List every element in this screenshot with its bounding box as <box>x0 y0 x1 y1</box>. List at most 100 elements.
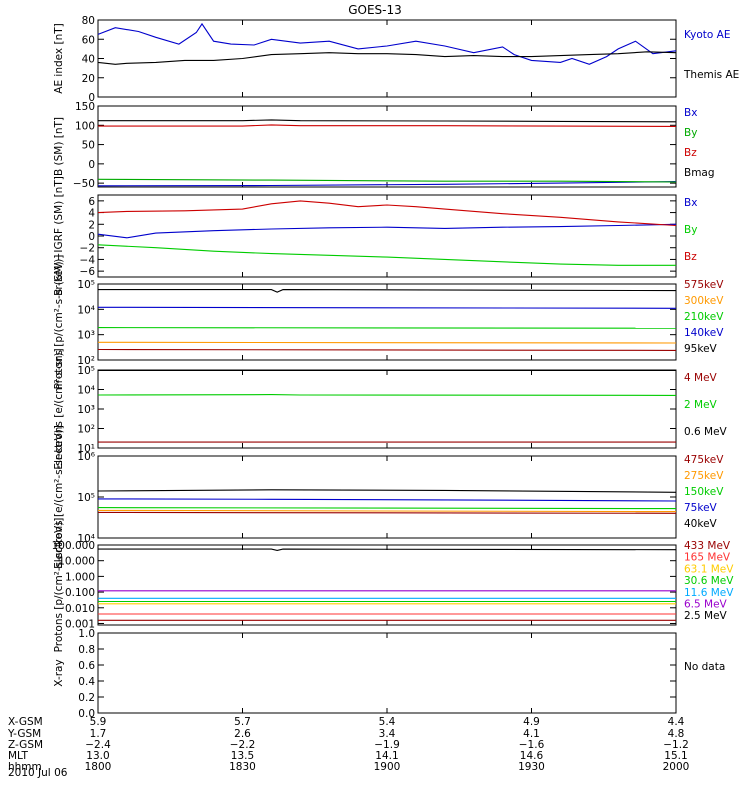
legend-entry: 30.6 MeV <box>684 575 734 587</box>
legend-entry: Themis AE <box>683 69 739 81</box>
x-row-label: Z-GSM <box>8 739 43 751</box>
y-tick-label: 150 <box>75 101 95 113</box>
legend-entry: Bx <box>684 107 697 119</box>
x-row-label: MLT <box>8 750 28 762</box>
legend-entry: 140keV <box>684 327 724 339</box>
y-tick-label: 80 <box>82 15 95 27</box>
legend-entry: 63.1 MeV <box>684 563 734 575</box>
legend-entry: Bz <box>684 147 697 159</box>
legend-entry: 433 MeV <box>684 540 731 552</box>
y-tick-label: 0.2 <box>78 692 95 704</box>
series-line-75kev <box>97 498 677 502</box>
legend-entry: 275keV <box>684 470 724 482</box>
x-row-value: 1830 <box>229 761 256 773</box>
panel-6: 10⁴ 10⁵ 10⁶ Electrons [e/(cm²-s-sr-keV)] 475… <box>53 425 724 569</box>
series-line-475kev <box>97 511 677 514</box>
date-label: 2010 Jul 06 <box>8 767 68 779</box>
series-line-by <box>97 244 676 266</box>
x-row-value: 13.0 <box>86 750 109 762</box>
y-tick-label: 40 <box>82 54 95 66</box>
y-tick-label: 100 <box>75 120 95 132</box>
y-axis-label: B (SM) [nT] <box>53 117 65 176</box>
panel-8: 0.0 0.2 0.4 0.6 0.8 1.0 X-ray No data <box>53 628 725 720</box>
legend-entry: By <box>684 127 697 139</box>
legend-entry: 300keV <box>684 295 724 307</box>
y-tick-label: 10⁴ <box>77 385 95 397</box>
panel-frame <box>97 283 677 361</box>
y-tick-label: 1.000 <box>65 571 95 583</box>
y-tick-label: 10⁵ <box>77 365 95 377</box>
x-row-value: 14.6 <box>520 750 544 762</box>
legend-entry: 165 MeV <box>684 552 731 564</box>
y-tick-label: −4 <box>80 254 96 266</box>
panel-5: 10¹ 10² 10³ 10⁴ 10⁵ Electrons [e/(cm²-s-sr)] 4… <box>53 348 728 469</box>
y-tick-label: 2 <box>88 219 95 231</box>
legend-entry: 575keV <box>684 279 724 291</box>
legend-entry: Bmag <box>684 167 715 179</box>
no-data-note: No data <box>684 661 725 673</box>
series-line-themis-ae <box>97 51 677 65</box>
series-line-kyoto-ae <box>97 22 677 65</box>
x-row-value: −2.2 <box>230 739 256 751</box>
legend-entry: 2.5 MeV <box>684 610 728 622</box>
series-line-40kev <box>97 489 677 493</box>
legend-entry: 2 MeV <box>684 399 718 411</box>
panel-frame <box>97 105 677 188</box>
y-axis-label: X-ray <box>53 659 65 686</box>
x-row-value: 5.9 <box>90 716 107 728</box>
legend-entry: By <box>684 224 697 236</box>
x-row-value: 14.1 <box>375 750 398 762</box>
y-tick-label: 10⁵ <box>77 279 95 291</box>
x-row-value: −1.6 <box>519 739 545 751</box>
y-tick-label: 4 <box>88 208 95 220</box>
legend-entry: 6.5 MeV <box>684 599 728 611</box>
x-row-value: −1.2 <box>663 739 689 751</box>
series-line-bx <box>97 181 677 187</box>
series-line-210kev <box>97 327 677 329</box>
y-tick-label: 0.6 <box>78 660 95 672</box>
x-row-value: 13.5 <box>231 750 254 762</box>
series-line-2-5-mev <box>98 548 677 551</box>
y-tick-label: 0.0 <box>78 708 95 720</box>
y-tick-label: 50 <box>82 140 95 152</box>
series-line-300kev <box>97 341 677 344</box>
series-line-95kev <box>98 289 677 293</box>
legend-entry: 475keV <box>684 454 724 466</box>
y-tick-label: 10⁴ <box>77 304 95 316</box>
x-row-value: 5.7 <box>234 716 251 728</box>
x-row-value: −2.4 <box>85 739 111 751</box>
series-line-150kev <box>97 507 677 510</box>
y-tick-label: −50 <box>73 178 95 190</box>
panel-frame <box>97 369 677 449</box>
series-line-140kev <box>97 306 677 309</box>
legend-entry: 0.6 MeV <box>684 426 728 438</box>
y-tick-label: 10² <box>77 355 95 367</box>
series-line-bz <box>98 124 677 127</box>
y-tick-label: −6 <box>80 266 96 278</box>
y-axis-label: AE index [nT] <box>53 23 65 93</box>
panel-frame <box>97 544 677 626</box>
legend-entry: Bz <box>684 251 697 263</box>
x-row-value: 1800 <box>85 761 112 773</box>
y-tick-label: 1.0 <box>78 628 95 640</box>
y-tick-label: 20 <box>82 73 95 85</box>
series-line-2-mev <box>97 394 677 396</box>
panel-frame <box>97 632 677 714</box>
y-tick-label: 6 <box>88 196 95 208</box>
panel-1: 0 20 40 60 80 AE index [nT] Kyoto AE Themis AE <box>53 15 739 104</box>
x-row-value: 2000 <box>663 761 690 773</box>
x-row-value: 4.9 <box>523 716 540 728</box>
panel-frame <box>97 19 677 98</box>
legend-entry: 4 MeV <box>684 372 718 384</box>
y-axis-label: Electrons [e/(cm²-s-sr)] <box>53 348 65 469</box>
x-row-value: 15.1 <box>664 750 687 762</box>
legend-entry: Bx <box>684 197 697 209</box>
x-row-value: −1.9 <box>374 739 400 751</box>
x-row-value: 3.4 <box>379 728 396 740</box>
series-line-bx <box>97 223 677 239</box>
legend-entry: Kyoto AE <box>684 29 730 41</box>
legend-entry: 40keV <box>684 518 718 530</box>
y-tick-label: 10³ <box>77 330 95 342</box>
